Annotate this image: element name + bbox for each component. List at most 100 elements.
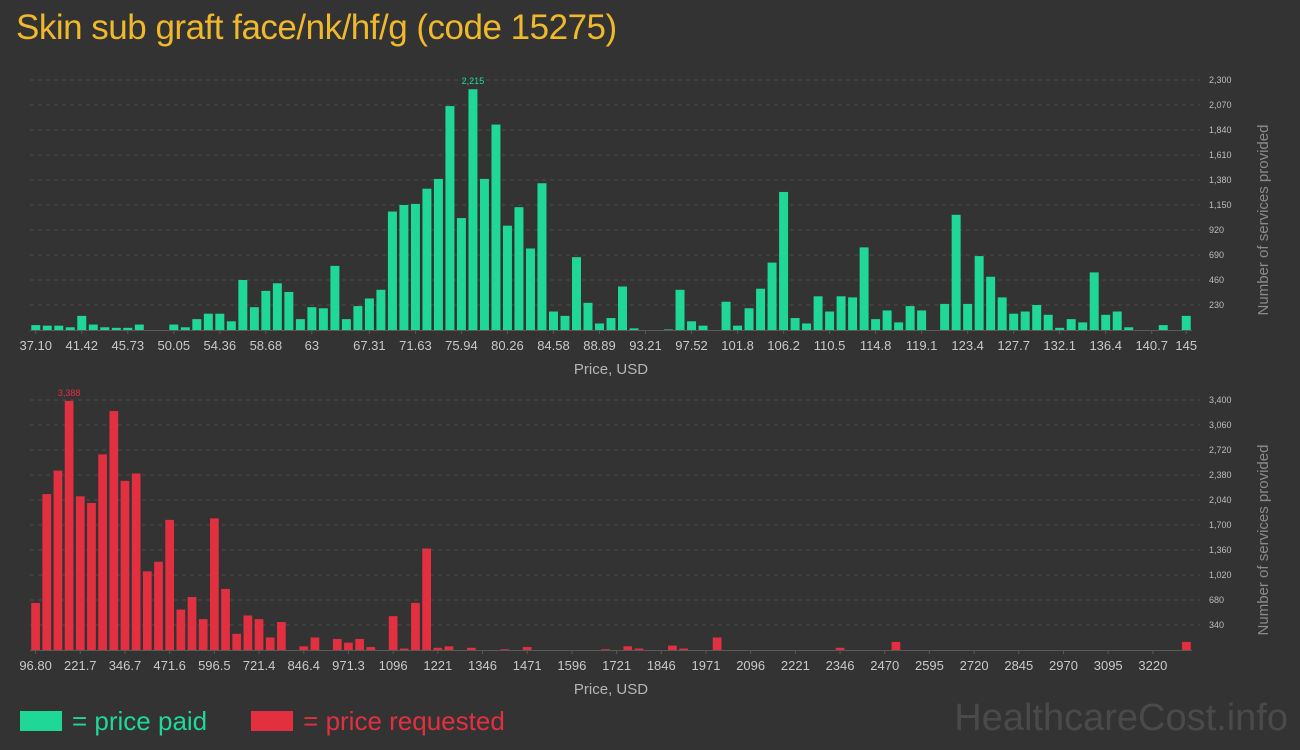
paid-x-tick-label: 127.7: [997, 338, 1030, 353]
paid-x-tick-label: 88.89: [583, 338, 616, 353]
paid-bar: [169, 324, 179, 330]
requested-y-axis-label: Number of services provided: [1255, 445, 1272, 636]
paid-bar: [1158, 325, 1168, 330]
requested-y-tick-label: 1,700: [1209, 520, 1232, 530]
requested-x-tick-label: 1846: [647, 658, 676, 673]
paid-bar: [1112, 311, 1122, 330]
requested-bar: [31, 602, 40, 650]
requested-bar: [366, 647, 376, 650]
requested-x-tick-label: 2970: [1049, 658, 1078, 673]
paid-y-axis-label: Number of services provided: [1255, 125, 1272, 316]
requested-x-tick-label: 2346: [826, 658, 855, 673]
paid-bar: [997, 297, 1007, 330]
paid-bar: [284, 291, 294, 330]
paid-bar: [813, 296, 823, 330]
requested-y-tick-label: 1,020: [1209, 570, 1232, 580]
requested-bar: [75, 496, 85, 650]
requested-bar: [176, 609, 186, 650]
paid-bar: [433, 178, 443, 330]
requested-y-tick-label: 3,400: [1209, 395, 1232, 405]
paid-bar: [1101, 314, 1111, 330]
requested-bar: [668, 645, 677, 650]
paid-bar: [756, 288, 766, 330]
paid-bar: [422, 188, 432, 330]
requested-bar: [344, 642, 353, 650]
paid-bar: [744, 308, 754, 330]
requested-bar: [187, 597, 197, 650]
requested-bar: [355, 638, 364, 650]
requested-bar: [232, 633, 242, 650]
paid-bar: [180, 327, 190, 330]
paid-x-tick-label: 75.94: [445, 338, 478, 353]
paid-x-tick-label: 37.10: [19, 338, 52, 353]
paid-bar: [859, 247, 869, 330]
paid-bar: [675, 289, 685, 330]
paid-y-tick-label: 1,610: [1209, 150, 1232, 160]
paid-y-tick-label: 920: [1209, 225, 1224, 235]
paid-bar: [111, 327, 121, 330]
requested-x-tick-label: 2221: [781, 658, 810, 673]
requested-x-tick-label: 2096: [736, 658, 765, 673]
paid-bar: [548, 311, 558, 330]
paid-x-tick-label: 97.52: [675, 338, 708, 353]
paid-bar: [134, 324, 144, 330]
paid-bar: [525, 248, 535, 330]
paid-bar: [261, 290, 271, 330]
paid-x-tick-label: 80.26: [491, 338, 524, 353]
paid-bar: [353, 306, 363, 330]
requested-peak-label: 3,388: [58, 388, 81, 398]
paid-x-tick-label: 63: [305, 338, 319, 353]
paid-bar: [1032, 305, 1042, 330]
paid-bar: [215, 313, 225, 330]
requested-x-tick-label: 346.7: [109, 658, 142, 673]
paid-x-tick-label: 71.63: [399, 338, 432, 353]
requested-bar: [221, 588, 230, 650]
requested-x-tick-label: 1971: [692, 658, 721, 673]
paid-bar: [951, 214, 961, 330]
paid-bar: [65, 327, 75, 330]
requested-y-tick-label: 2,380: [1209, 470, 1232, 480]
requested-bar: [388, 616, 398, 650]
requested-bar: [87, 502, 96, 650]
paid-x-tick-label: 41.42: [65, 338, 98, 353]
page-title: Skin sub graft face/nk/hf/g (code 15275): [16, 8, 617, 47]
requested-x-tick-label: 3095: [1094, 658, 1123, 673]
paid-x-tick-label: 45.73: [112, 338, 145, 353]
paid-bar: [54, 325, 64, 330]
requested-x-tick-label: 1096: [379, 658, 408, 673]
paid-y-tick-label: 230: [1209, 300, 1224, 310]
paid-x-tick-label: 145: [1175, 338, 1197, 353]
requested-bar: [712, 637, 722, 650]
paid-y-tick-label: 1,150: [1209, 200, 1232, 210]
legend-swatch-paid: [20, 711, 62, 731]
paid-bar: [445, 106, 455, 330]
paid-bar: [595, 323, 604, 330]
requested-bar: [500, 649, 510, 650]
requested-y-tick-label: 680: [1209, 595, 1224, 605]
paid-x-tick-label: 114.8: [860, 338, 892, 353]
paid-bar: [1020, 311, 1030, 330]
requested-x-tick-label: 2845: [1004, 658, 1033, 673]
paid-bar: [917, 310, 927, 330]
paid-y-tick-label: 1,840: [1209, 125, 1232, 135]
requested-bar: [466, 647, 476, 650]
paid-bar: [629, 328, 639, 330]
requested-bar: [310, 637, 320, 650]
paid-bar: [330, 265, 340, 330]
requested-x-tick-label: 3220: [1138, 658, 1167, 673]
paid-x-tick-label: 50.05: [158, 338, 191, 353]
paid-bar: [364, 298, 374, 330]
requested-x-tick-label: 471.6: [153, 658, 186, 673]
paid-x-tick-label: 67.31: [353, 338, 386, 353]
requested-y-tick-label: 2,040: [1209, 495, 1232, 505]
requested-bar: [835, 647, 845, 650]
legend-label-requested: = price requested: [303, 705, 505, 736]
requested-x-tick-label: 1346: [468, 658, 497, 673]
requested-bar: [623, 646, 633, 650]
paid-bar: [974, 256, 984, 330]
paid-bar: [790, 318, 800, 330]
requested-bar: [634, 648, 644, 650]
requested-x-tick-label: 971.3: [332, 658, 365, 673]
paid-x-tick-label: 101.8: [721, 338, 754, 353]
requested-x-tick-label: 596.5: [198, 658, 231, 673]
